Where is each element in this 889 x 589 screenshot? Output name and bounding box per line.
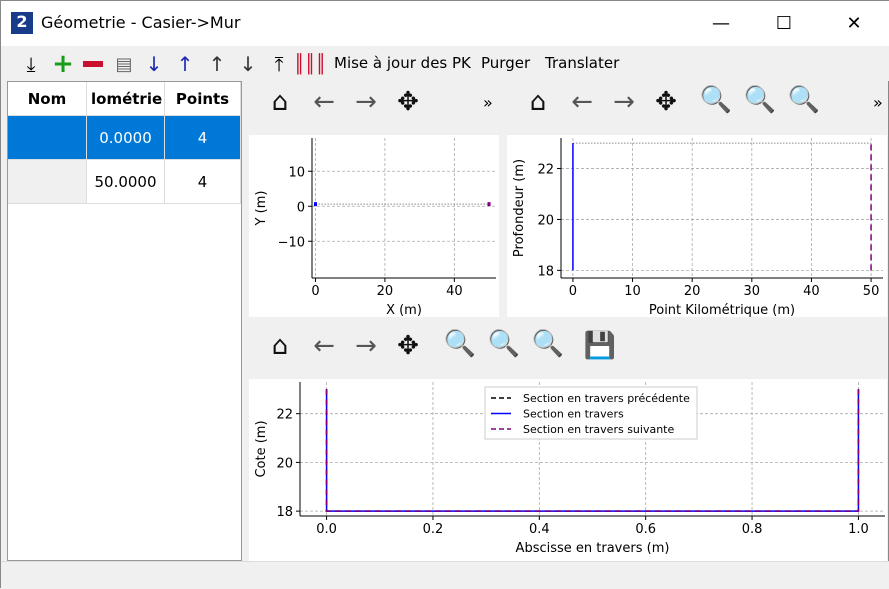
home-icon[interactable]: ⌂ [529, 87, 547, 117]
x-tick-label: 0.2 [423, 522, 444, 537]
remove-icon[interactable] [81, 50, 105, 78]
pan-icon[interactable]: ✥ [655, 87, 677, 117]
y-tick-label: 0 [297, 200, 305, 215]
save-icon[interactable]: 💾 [583, 331, 617, 361]
y-axis-label: Cote (m) [254, 420, 269, 477]
zoom-1-icon[interactable]: 🔍 [487, 329, 521, 359]
legend [484, 386, 698, 440]
cell-points[interactable]: 4 [165, 116, 241, 160]
zoom-fit-icon[interactable]: 🔍 [787, 85, 821, 115]
x-tick-label: 40 [803, 284, 820, 299]
cell-nom[interactable] [8, 160, 87, 204]
y-tick-label: 22 [537, 163, 554, 178]
more-button[interactable]: » [873, 93, 883, 112]
legend-label: Section en travers précédente [523, 392, 690, 405]
column-header-points[interactable]: Points [165, 82, 241, 116]
import-icon[interactable]: ⤓ [26, 52, 36, 76]
cross-section-chart[interactable]: 0.0 0.2 0.4 0.6 0.8 1.0 18 20 22 Abscisse en trav… [249, 379, 887, 561]
back-icon[interactable]: ← [313, 87, 335, 117]
move-down-icon[interactable]: ↓ [239, 52, 257, 76]
y-tick-label: 22 [276, 408, 293, 423]
barcode-icon[interactable]: ║║║ [293, 53, 327, 75]
window-title: Géometrie - Casier->Mur [41, 13, 241, 32]
x-tick-label: 20 [377, 284, 394, 299]
translate-button[interactable]: Translater [545, 54, 620, 72]
x-tick-label: 1.0 [848, 522, 869, 537]
add-icon[interactable]: + [52, 49, 74, 79]
x-axis-label: X (m) [386, 303, 422, 317]
maximize-button[interactable]: ☐ [775, 13, 793, 34]
x-tick-label: 0.6 [635, 522, 656, 537]
y-tick-label: 18 [537, 264, 554, 279]
document-icon[interactable]: ▤ [115, 53, 133, 75]
move-up-icon[interactable]: ↑ [208, 52, 226, 76]
cell-nom[interactable] [8, 116, 87, 160]
update-pk-button[interactable]: Mise à jour des PK [334, 54, 471, 72]
x-axis-label: Point Kilométrique (m) [649, 303, 795, 317]
home-icon[interactable]: ⌂ [271, 331, 289, 361]
x-tick-label: 40 [446, 284, 463, 299]
x-tick-label: 10 [624, 284, 641, 299]
forward-icon[interactable]: → [355, 331, 377, 361]
pan-icon[interactable]: ✥ [397, 87, 419, 117]
title-bar: 2 Géometrie - Casier->Mur — ☐ ✕ [1, 1, 889, 46]
y-tick-label: 20 [276, 456, 293, 471]
cell-kilometrie[interactable]: 0.0000 [87, 116, 165, 160]
home-icon[interactable]: ⌂ [271, 87, 289, 117]
x-tick-label: 50 [863, 284, 880, 299]
plot3-toolbar: ⌂ ← → ✥ 🔍 🔍 🔍 💾 [251, 327, 889, 371]
y-axis-label: Profondeur (m) [512, 159, 527, 257]
profile-table: Nom lométrie Points 0.0000 4 50.0000 4 [7, 81, 242, 561]
y-axis-label: Y (m) [254, 191, 269, 227]
cell-points[interactable]: 4 [165, 160, 241, 204]
y-tick-label: 18 [276, 505, 293, 520]
y-tick-label: −10 [278, 235, 305, 250]
status-bar [1, 561, 889, 589]
minimize-button[interactable]: — [712, 13, 730, 34]
x-tick-label: 0.0 [316, 522, 337, 537]
back-icon[interactable]: ← [571, 87, 593, 117]
x-tick-label: 30 [744, 284, 761, 299]
x-tick-label: 0.4 [529, 522, 550, 537]
pan-icon[interactable]: ✥ [397, 331, 419, 361]
cell-kilometrie[interactable]: 50.0000 [87, 160, 165, 204]
plot1-toolbar: ⌂ ← → ✥ » [251, 83, 501, 127]
app-icon: 2 [11, 12, 33, 34]
zoom-icon[interactable]: 🔍 [699, 85, 733, 115]
column-header-nom[interactable]: Nom [8, 82, 87, 116]
x-axis-label: Abscisse en travers (m) [516, 541, 670, 556]
zoom-icon[interactable]: 🔍 [443, 329, 477, 359]
sort-ascending-icon[interactable]: ↓ [145, 52, 163, 76]
column-header-kilometrie[interactable]: lométrie [87, 82, 165, 116]
forward-icon[interactable]: → [355, 87, 377, 117]
plot2-toolbar: ⌂ ← → ✥ 🔍 🔍 🔍 » [511, 83, 889, 127]
y-tick-label: 10 [288, 165, 305, 180]
close-button[interactable]: ✕ [846, 13, 862, 34]
zoom-1-icon[interactable]: 🔍 [743, 85, 777, 115]
longitudinal-profile-chart[interactable]: 0 10 20 30 40 50 18 20 22 Point Kilométrique (m) P… [507, 135, 887, 317]
y-tick-label: 20 [537, 213, 554, 228]
export-icon[interactable]: ⤒ [274, 52, 284, 76]
zoom-fit-icon[interactable]: 🔍 [531, 329, 565, 359]
x-tick-label: 20 [684, 284, 701, 299]
xy-plan-chart[interactable]: 0 20 40 10 0 −10 X (m) Y (m) [249, 135, 499, 317]
purge-button[interactable]: Purger [481, 54, 531, 72]
sort-descending-icon[interactable]: ↑ [176, 52, 194, 76]
x-tick-label: 0.8 [742, 522, 763, 537]
more-button[interactable]: » [483, 93, 493, 112]
back-icon[interactable]: ← [313, 331, 335, 361]
x-tick-label: 0 [569, 284, 577, 299]
forward-icon[interactable]: → [613, 87, 635, 117]
legend-label: Section en travers suivante [523, 423, 674, 436]
legend-label: Section en travers [523, 408, 624, 421]
x-tick-label: 0 [311, 284, 319, 299]
data-point [487, 202, 491, 207]
main-toolbar: ⤓ + ▤ ↓ ↑ ↑ ↓ ⤒ ║║║ Mise à jour des PK P… [1, 46, 889, 81]
series-line [325, 389, 860, 512]
data-point [313, 202, 317, 207]
